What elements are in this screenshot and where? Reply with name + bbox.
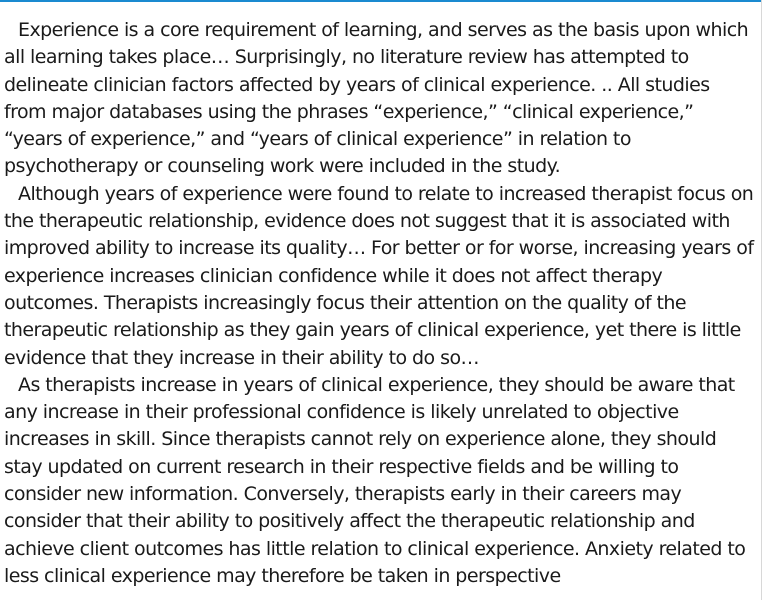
paragraph-1: Experience is a core requirement of lear…	[4, 19, 749, 178]
top-accent-rule	[0, 0, 762, 2]
paragraph-2: Although years of experience were found …	[4, 182, 754, 369]
document-text: Experience is a core requirement of lear…	[4, 17, 756, 590]
paragraph-3: As therapists increase in years of clini…	[4, 373, 746, 587]
